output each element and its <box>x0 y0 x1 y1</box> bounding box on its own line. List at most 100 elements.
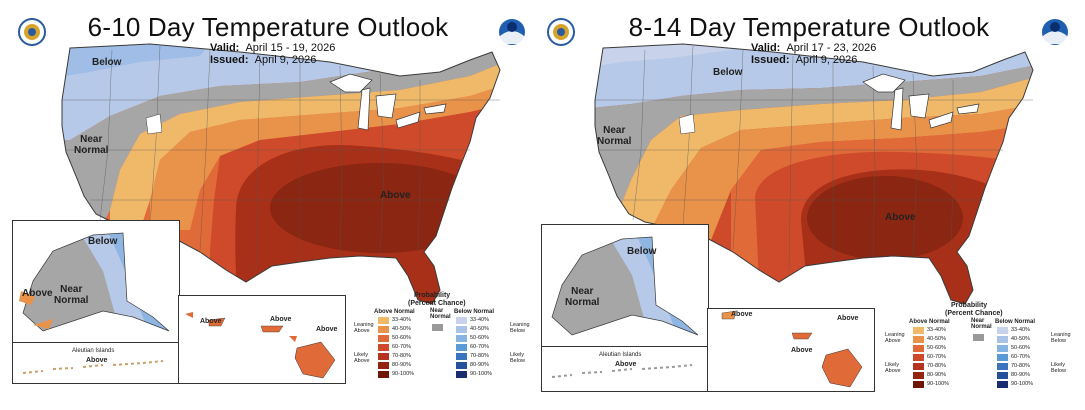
legend-range-above-0: 33-40% <box>392 317 411 323</box>
legend-below-normal: Below Normal <box>454 309 495 315</box>
legend-range-below-4: 70-80% <box>470 353 489 359</box>
legend-swatch-below-2 <box>456 335 467 342</box>
legend-leaning-above: Leaning Above <box>354 322 374 334</box>
legend-swatch-below-4 <box>456 353 467 360</box>
legend-range-above-5: 80-90% <box>392 362 411 368</box>
below-label: Below <box>713 67 743 78</box>
legend-below-normal: Below Normal <box>995 319 1036 325</box>
page-title: 6-10 Day Temperature Outlook <box>87 12 449 42</box>
legend-swatch-above-3 <box>913 354 924 361</box>
legend-swatch-below-5 <box>456 362 467 369</box>
legend-range-below-1: 40-50% <box>1011 336 1030 342</box>
legend-range-below-0: 33-40% <box>470 317 489 323</box>
us-temperature-map <box>18 18 525 305</box>
legend-range-above-3: 60-70% <box>927 354 946 360</box>
legend-swatch-below-0 <box>997 327 1008 334</box>
legend-range-above-5: 80-90% <box>927 372 946 378</box>
aleutian-above-label: Above <box>615 361 637 368</box>
noaa-logo-left <box>18 18 46 46</box>
legend-near-normal: Near Normal <box>971 318 992 330</box>
outlook-panel-8-14: 8-14 Day Temperature Outlook Valid: Apri… <box>541 0 1077 410</box>
legend-swatch-above-6 <box>913 381 924 388</box>
page-title: 8-14 Day Temperature Outlook <box>628 12 990 42</box>
alaska-above-label: Above <box>22 288 53 299</box>
legend-swatch-above-1 <box>378 326 389 333</box>
legend-range-above-4: 70-80% <box>927 363 946 369</box>
legend-range-above-1: 40-50% <box>392 326 411 332</box>
legend-range-below-3: 60-70% <box>1011 354 1030 360</box>
legend-leaning-above: Leaning Above <box>885 332 905 344</box>
outlook-panel-6-10: 6-10 Day Temperature Outlook Valid: Apri… <box>0 0 536 410</box>
hawaii-above-label-2: Above <box>270 316 292 323</box>
above-label: Above <box>380 190 411 201</box>
below-label: Below <box>92 57 122 68</box>
legend-range-below-2: 50-60% <box>470 335 489 341</box>
near-normal-label: Near Normal <box>74 134 109 156</box>
legend-swatch-below-5 <box>997 372 1008 379</box>
legend-above-normal: Above Normal <box>909 319 950 325</box>
legend-range-above-3: 60-70% <box>392 344 411 350</box>
hawaii-inset <box>707 308 875 392</box>
legend-likely-below: Likely Below <box>510 352 525 364</box>
legend-swatch-above-2 <box>378 335 389 342</box>
legend-range-above-1: 40-50% <box>927 336 946 342</box>
legend-likely-below: Likely Below <box>1051 362 1066 374</box>
legend-title: Probability <box>951 302 988 309</box>
above-label: Above <box>885 212 916 223</box>
legend-range-below-0: 33-40% <box>1011 327 1030 333</box>
hawaii-above-label-1: Above <box>200 318 222 325</box>
legend-leaning-below: Leaning Below <box>510 322 530 334</box>
hawaii-above-label-3: Above <box>791 347 813 354</box>
legend-near-swatch <box>973 334 984 341</box>
valid-dates: Valid: April 17 - 23, 2026 <box>751 42 877 54</box>
legend-swatch-below-3 <box>997 354 1008 361</box>
legend-swatch-above-1 <box>913 336 924 343</box>
legend-swatch-below-3 <box>456 344 467 351</box>
valid-dates: Valid: April 15 - 19, 2026 <box>210 42 336 54</box>
legend-swatch-above-0 <box>913 327 924 334</box>
legend-swatch-below-1 <box>997 336 1008 343</box>
aleutian-label: Aleutian Islands <box>599 352 642 358</box>
legend-range-above-2: 50-60% <box>927 345 946 351</box>
legend-swatch-below-4 <box>997 363 1008 370</box>
legend-swatch-below-1 <box>456 326 467 333</box>
legend-near-normal: Near Normal <box>430 308 451 320</box>
aleutian-above-label: Above <box>86 357 108 364</box>
alaska-near-normal-label: Near Normal <box>54 284 89 306</box>
issued-date: Issued: April 9, 2026 <box>751 54 858 66</box>
legend-likely-above: Likely Above <box>885 362 901 374</box>
probability-legend: Probability (Percent Chance) Above Norma… <box>350 292 530 392</box>
hawaii-above-label-2: Above <box>837 315 859 322</box>
aleutian-inset <box>541 346 709 392</box>
legend-near-swatch <box>432 324 443 331</box>
legend-leaning-below: Leaning Below <box>1051 332 1071 344</box>
legend-swatch-below-2 <box>997 345 1008 352</box>
legend-range-below-5: 80-90% <box>1011 372 1030 378</box>
aleutian-label: Aleutian Islands <box>72 348 115 354</box>
issued-date: Issued: April 9, 2026 <box>210 54 317 66</box>
legend-swatch-above-6 <box>378 371 389 378</box>
probability-legend: Probability (Percent Chance) Above Norma… <box>885 302 1075 402</box>
legend-range-above-6: 90-100% <box>392 371 415 377</box>
legend-likely-above: Likely Above <box>354 352 370 364</box>
legend-subtitle: (Percent Chance) <box>945 310 1003 317</box>
legend-title: Probability <box>414 292 451 299</box>
legend-swatch-above-0 <box>378 317 389 324</box>
alaska-below-label: Below <box>88 236 118 247</box>
alaska-inset <box>541 224 709 348</box>
noaa-logo-left <box>547 18 575 46</box>
legend-range-below-5: 80-90% <box>470 362 489 368</box>
near-normal-label: Near Normal <box>597 125 632 147</box>
legend-range-below-6: 90-100% <box>1011 381 1034 387</box>
hawaii-above-label-1: Above <box>731 311 753 318</box>
legend-swatch-below-6 <box>997 381 1008 388</box>
us-temperature-map <box>547 18 1068 305</box>
legend-subtitle: (Percent Chance) <box>408 300 466 307</box>
legend-above-normal: Above Normal <box>374 309 415 315</box>
alaska-near-normal-label: Near Normal <box>565 286 600 308</box>
legend-swatch-below-0 <box>456 317 467 324</box>
alaska-inset <box>12 220 180 344</box>
legend-range-below-1: 40-50% <box>470 326 489 332</box>
legend-range-below-4: 70-80% <box>1011 363 1030 369</box>
aleutian-inset <box>12 342 180 384</box>
